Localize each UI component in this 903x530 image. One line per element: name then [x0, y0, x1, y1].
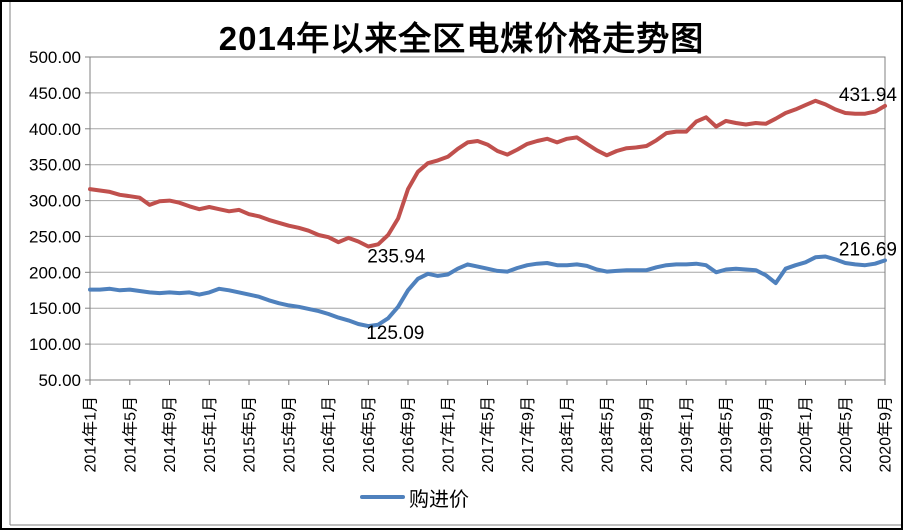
- x-axis-tick-label: 2016年5月: [360, 396, 378, 473]
- x-axis-tick-label: 2017年1月: [439, 396, 457, 473]
- legend-line-sample: [360, 495, 405, 499]
- plot-border: [89, 56, 886, 381]
- y-axis-tick-label: 350.00: [29, 156, 81, 175]
- x-axis-tick-label: 2014年1月: [82, 396, 100, 473]
- x-axis-tick-label: 2020年9月: [877, 396, 895, 473]
- x-axis-tick-label: 2018年9月: [638, 396, 656, 473]
- x-axis-tick-label: 2019年9月: [757, 396, 775, 473]
- legend[interactable]: 购进价: [360, 484, 469, 511]
- y-axis-tick-label: 250.00: [29, 227, 81, 246]
- y-axis-tick-label: 100.00: [29, 335, 81, 354]
- x-axis-tick-label: 2020年1月: [797, 396, 815, 473]
- x-axis-tick-label: 2017年9月: [519, 396, 537, 473]
- x-axis-tick-label: 2015年1月: [201, 396, 219, 473]
- x-axis-tick-label: 2014年5月: [121, 396, 139, 473]
- y-axis-tick-label: 50.00: [38, 371, 81, 390]
- chart-object-border: [9, 2, 901, 526]
- x-axis-tick-label: 2016年9月: [400, 396, 418, 473]
- purchase-price-line-blue: [88, 254, 887, 329]
- y-axis-tick-label: 150.00: [29, 299, 81, 318]
- coal-price-line-red: [88, 98, 887, 249]
- x-axis-tick-label: 2019年5月: [718, 396, 736, 473]
- data-point-label: 431.94: [839, 85, 898, 106]
- x-axis-tick-label: 2016年1月: [320, 396, 338, 473]
- y-axis-tick-label: 300.00: [29, 192, 81, 211]
- x-axis-tick-label: 2018年5月: [598, 396, 616, 473]
- x-axis-tick-label: 2020年5月: [837, 396, 855, 473]
- x-axis-tick-label: 2015年5月: [241, 396, 259, 473]
- data-point-label: 235.94: [367, 247, 426, 268]
- data-point-label: 216.69: [839, 239, 897, 260]
- x-axis-tick-label: 2015年9月: [280, 396, 298, 473]
- y-axis-tick-label: 500.00: [29, 48, 81, 67]
- data-point-label: 125.09: [366, 323, 424, 344]
- chart-title: 2014年以来全区电煤价格走势图: [218, 20, 705, 57]
- x-axis-tick-label: 2014年9月: [161, 396, 179, 473]
- x-axis-tick-label: 2019年1月: [678, 396, 696, 473]
- legend-label: 购进价: [409, 488, 469, 511]
- y-axis-tick-label: 450.00: [29, 84, 81, 103]
- y-axis-tick-label: 200.00: [29, 263, 81, 282]
- y-axis-tick-label: 400.00: [29, 120, 81, 139]
- x-axis-tick-label: 2018年1月: [559, 396, 577, 473]
- x-axis-tick-label: 2017年5月: [479, 396, 497, 473]
